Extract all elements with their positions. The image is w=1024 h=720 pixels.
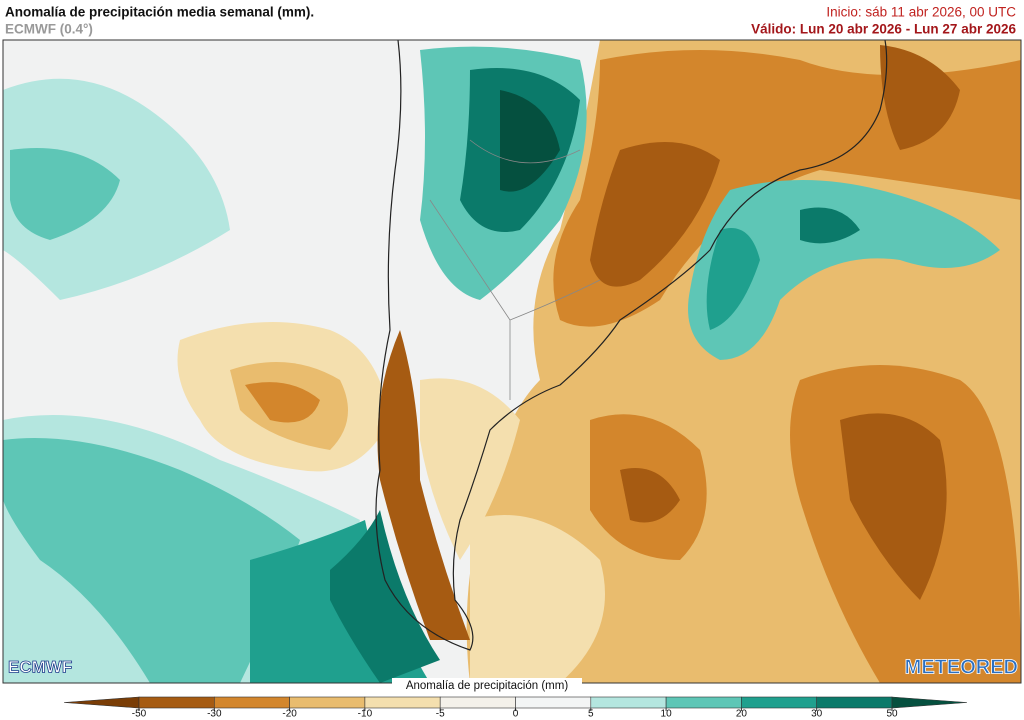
colorbar-tick-label: -50 [132, 709, 147, 720]
colorbar-tick-label: -20 [282, 709, 297, 720]
colorbar-bin [741, 696, 818, 709]
colorbar: Anomalía de precipitación (mm) [392, 678, 582, 692]
colorbar-tick-label: -30 [207, 709, 222, 720]
colorbar-bin [665, 696, 742, 709]
colorbar-label: Anomalía de precipitación (mm) [406, 680, 569, 692]
borders [429, 139, 601, 400]
colorbar-label-bg [392, 678, 582, 692]
colorbar-tick-label: -10 [358, 709, 373, 720]
ecmwf-logo: ECMWF [8, 657, 72, 676]
meteored-logo: METEORED [905, 656, 1018, 678]
coastline [375, 39, 888, 651]
colorbar-bin [364, 696, 441, 709]
init-time: Inicio: sáb 11 abr 2026, 00 UTC [826, 5, 1016, 20]
model: ECMWF (0.4°) [5, 22, 93, 37]
colorbar-bin [138, 696, 215, 709]
colorbar-arrow-high [891, 696, 968, 709]
colorbar-bin [439, 696, 516, 709]
colorbar-arrow-low [63, 696, 140, 709]
colorbar-tick-label: 20 [736, 709, 748, 720]
colorbar-bin [816, 696, 893, 709]
colorbar-tick-label: 30 [811, 709, 823, 720]
colorbar-tick-label: 50 [886, 709, 898, 720]
colorbar-tick-label: 0 [513, 709, 519, 720]
colorbar-bin [289, 696, 366, 709]
valid-time: Válido: Lun 20 abr 2026 - Lun 27 abr 202… [751, 22, 1016, 37]
colorbar-bin [515, 696, 592, 709]
colorbar-tick-label: -5 [436, 709, 445, 720]
title: Anomalía de precipitación media semanal … [5, 5, 314, 20]
colorbar-bin [214, 696, 290, 709]
colorbar-tick-label: 5 [588, 709, 594, 720]
colorbar-bin [590, 696, 667, 709]
colorbar-tick-label: 10 [661, 709, 673, 720]
map [2, 39, 1022, 684]
